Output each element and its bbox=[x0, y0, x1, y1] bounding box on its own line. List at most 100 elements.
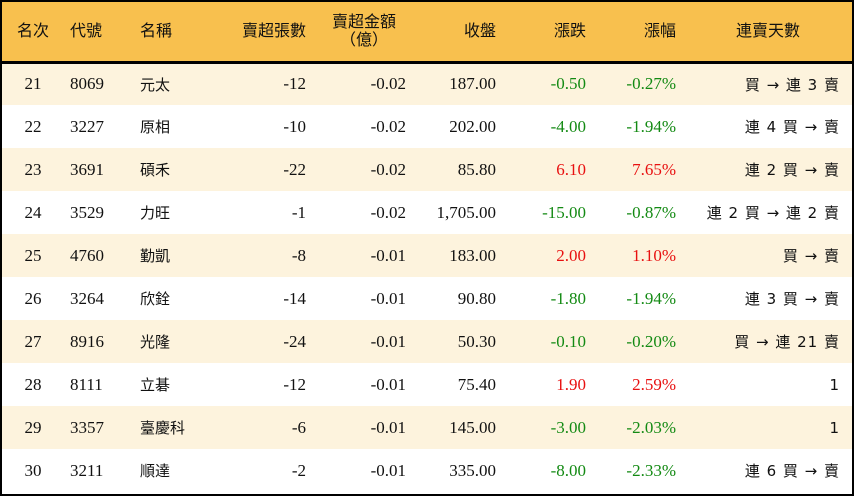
table-row[interactable]: 22 3227 原相 -10 -0.02 202.00 -4.00 -1.94% 連 4 買 →… bbox=[2, 105, 852, 148]
streak-cell: 連 3 買 → 賣 bbox=[744, 290, 840, 308]
net-sell-amount-cell: -0.02 bbox=[370, 116, 406, 136]
change-pct-cell: 1.10% bbox=[632, 245, 676, 265]
header-change-pct[interactable]: 漲幅 bbox=[594, 2, 684, 64]
header-net-sell-amount[interactable]: 賣超金額 （億） bbox=[314, 2, 414, 64]
streak-cell: 買 → 連 3 賣 bbox=[744, 75, 840, 94]
net-sell-lots-cell: -10 bbox=[283, 116, 306, 136]
header-streak-days[interactable]: 連賣天數 bbox=[684, 2, 852, 64]
close-cell: 85.80 bbox=[457, 159, 496, 179]
net-sell-amount-cell: -0.01 bbox=[370, 417, 406, 437]
code-cell: 8111 bbox=[70, 374, 103, 394]
change-cell: -8.00 bbox=[550, 460, 586, 480]
header-change[interactable]: 漲跌 bbox=[504, 2, 594, 64]
net-sell-lots-cell: -8 bbox=[291, 245, 306, 265]
net-sell-lots-cell: -12 bbox=[283, 374, 306, 394]
rank-cell: 24 bbox=[24, 202, 42, 222]
close-cell: 335.00 bbox=[449, 460, 496, 480]
header-name[interactable]: 名稱 bbox=[134, 2, 214, 64]
table-row[interactable]: 26 3264 欣銓 -14 -0.01 90.80 -1.80 -1.94% 連 3 買 → … bbox=[2, 277, 852, 320]
table-header-row: 名次 代號 名稱 賣超張數 賣超金額 （億） 收盤 漲跌 漲幅 連賣天數 bbox=[2, 2, 852, 64]
net-sell-lots-cell: -24 bbox=[283, 331, 306, 351]
net-sell-amount-cell: -0.01 bbox=[370, 288, 406, 308]
change-pct-cell: -1.94% bbox=[626, 288, 676, 308]
rank-cell: 23 bbox=[24, 159, 42, 179]
code-cell: 4760 bbox=[70, 245, 104, 265]
rank-cell: 29 bbox=[24, 417, 42, 437]
code-cell: 3264 bbox=[70, 288, 104, 308]
table-row[interactable]: 23 3691 碩禾 -22 -0.02 85.80 6.10 7.65% 連 2 買 → 賣 bbox=[2, 148, 852, 191]
name-cell: 力旺 bbox=[140, 204, 171, 222]
net-sell-lots-cell: -2 bbox=[291, 460, 306, 480]
streak-cell: 買 → 連 21 賣 bbox=[734, 333, 840, 351]
code-cell: 3211 bbox=[70, 460, 104, 480]
name-cell: 立碁 bbox=[140, 376, 171, 394]
change-pct-cell: -0.87% bbox=[626, 202, 676, 222]
net-sell-amount-cell: -0.02 bbox=[370, 202, 406, 222]
change-cell: 2.00 bbox=[556, 245, 586, 265]
close-cell: 202.00 bbox=[449, 116, 496, 136]
net-sell-amount-cell: -0.01 bbox=[370, 460, 406, 480]
name-cell: 欣銓 bbox=[140, 290, 171, 308]
change-cell: 1.90 bbox=[556, 374, 586, 394]
net-sell-amount-cell: -0.01 bbox=[370, 245, 406, 265]
net-sell-amount-cell: -0.02 bbox=[370, 74, 406, 94]
table-row[interactable]: 29 3357 臺慶科 -6 -0.01 145.00 -3.00 -2.03% 1 bbox=[2, 406, 852, 449]
change-cell: -0.50 bbox=[550, 74, 586, 94]
streak-cell: 買 → 賣 bbox=[782, 247, 840, 265]
header-code[interactable]: 代號 bbox=[64, 2, 134, 64]
change-cell: -3.00 bbox=[550, 417, 586, 437]
rank-cell: 22 bbox=[24, 116, 42, 136]
change-pct-cell: -0.27% bbox=[626, 74, 676, 94]
streak-cell: 連 2 買 → 連 2 賣 bbox=[706, 204, 840, 222]
rank-cell: 28 bbox=[24, 374, 42, 394]
close-cell: 50.30 bbox=[457, 331, 496, 351]
close-cell: 90.80 bbox=[457, 288, 496, 308]
name-cell: 光隆 bbox=[140, 333, 171, 351]
rank-cell: 27 bbox=[24, 331, 42, 351]
header-net-sell-amount-line1: 賣超金額 bbox=[331, 12, 396, 32]
table-row[interactable]: 30 3211 順達 -2 -0.01 335.00 -8.00 -2.33% 連 6 買 → … bbox=[2, 449, 852, 492]
change-cell: -4.00 bbox=[550, 116, 586, 136]
net-sell-lots-cell: -12 bbox=[283, 74, 306, 94]
name-cell: 原相 bbox=[140, 118, 171, 136]
table-row[interactable]: 24 3529 力旺 -1 -0.02 1,705.00 -15.00 -0.87% 連 2 買… bbox=[2, 191, 852, 234]
code-cell: 3529 bbox=[70, 202, 104, 222]
change-pct-cell: -1.94% bbox=[626, 116, 676, 136]
net-sell-lots-cell: -22 bbox=[283, 159, 306, 179]
change-cell: -1.80 bbox=[550, 288, 586, 308]
streak-cell: 1 bbox=[829, 375, 840, 394]
change-cell: -0.10 bbox=[550, 331, 586, 351]
header-net-sell-amount-line2: （億） bbox=[339, 30, 388, 50]
table-row[interactable]: 21 8069 元太 -12 -0.02 187.00 -0.50 -0.27% 買 → 連 3… bbox=[2, 62, 852, 105]
close-cell: 75.40 bbox=[457, 374, 496, 394]
header-close[interactable]: 收盤 bbox=[414, 2, 504, 64]
change-pct-cell: -0.20% bbox=[626, 331, 676, 351]
code-cell: 3357 bbox=[70, 417, 104, 437]
net-sell-lots-cell: -6 bbox=[291, 417, 306, 437]
net-sell-lots-cell: -1 bbox=[291, 202, 306, 222]
name-cell: 碩禾 bbox=[140, 161, 171, 179]
header-rank[interactable]: 名次 bbox=[2, 2, 64, 64]
header-net-sell-lots[interactable]: 賣超張數 bbox=[214, 2, 314, 64]
net-sell-amount-cell: -0.02 bbox=[370, 159, 406, 179]
net-sell-amount-cell: -0.01 bbox=[370, 331, 406, 351]
rank-cell: 26 bbox=[24, 288, 42, 308]
code-cell: 8916 bbox=[70, 331, 104, 351]
table-body: 21 8069 元太 -12 -0.02 187.00 -0.50 -0.27% 買 → 連 3… bbox=[2, 62, 852, 492]
table-row[interactable]: 28 8111 立碁 -12 -0.01 75.40 1.90 2.59% 1 bbox=[2, 363, 852, 406]
code-cell: 3691 bbox=[70, 159, 104, 179]
change-pct-cell: -2.03% bbox=[626, 417, 676, 437]
rank-cell: 25 bbox=[24, 245, 42, 265]
change-cell: 6.10 bbox=[556, 159, 586, 179]
table-row[interactable]: 27 8916 光隆 -24 -0.01 50.30 -0.10 -0.20% 買 → 連 21… bbox=[2, 320, 852, 363]
code-cell: 8069 bbox=[70, 74, 104, 94]
name-cell: 勤凱 bbox=[140, 247, 171, 265]
streak-cell: 連 4 買 → 賣 bbox=[744, 118, 840, 136]
name-cell: 順達 bbox=[140, 462, 171, 480]
name-cell: 元太 bbox=[140, 75, 171, 94]
change-cell: -15.00 bbox=[542, 202, 586, 222]
streak-cell: 連 6 買 → 賣 bbox=[744, 462, 840, 480]
table-row[interactable]: 25 4760 勤凱 -8 -0.01 183.00 2.00 1.10% 買 → 賣 bbox=[2, 234, 852, 277]
